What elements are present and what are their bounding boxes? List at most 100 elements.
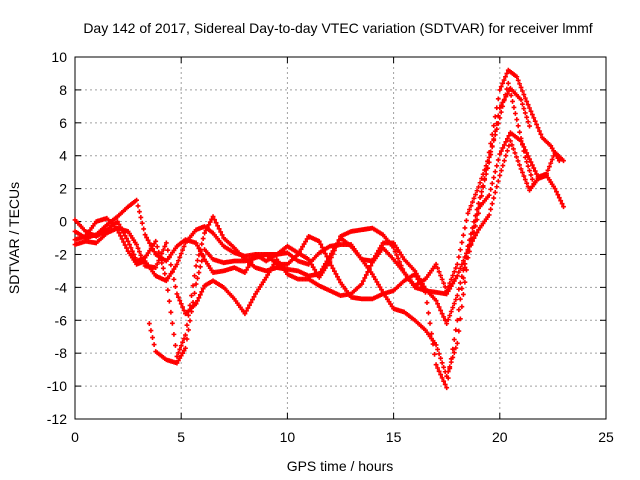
data-point: [462, 225, 468, 231]
data-point: [181, 336, 187, 342]
data-point: [459, 240, 465, 245]
data-point: [457, 296, 463, 302]
data-point: [127, 242, 132, 247]
data-point: [134, 197, 139, 203]
data-point: [488, 206, 494, 212]
data-point: [421, 287, 427, 293]
data-point: [532, 168, 538, 174]
data-point: [181, 348, 187, 354]
data-point: [200, 252, 206, 258]
series-day-3: [72, 138, 566, 317]
data-point: [144, 235, 150, 240]
data-point: [193, 263, 199, 269]
data-point: [154, 261, 160, 267]
data-point: [118, 233, 123, 239]
data-point: [193, 240, 199, 246]
data-point: [525, 184, 531, 190]
data-point: [456, 328, 462, 334]
data-point: [327, 253, 333, 259]
data-point: [166, 255, 172, 260]
data-point: [470, 236, 475, 242]
data-point: [545, 167, 551, 173]
data-point: [168, 262, 174, 268]
data-point: [163, 240, 169, 246]
data-point: [524, 114, 530, 120]
data-point: [195, 258, 200, 263]
data-point: [503, 94, 509, 100]
data-point: [134, 242, 139, 247]
data-point: [196, 270, 202, 275]
data-point: [509, 142, 515, 148]
y-tick-label: -2: [55, 246, 68, 262]
data-point: [200, 236, 206, 241]
data-point: [312, 267, 318, 273]
data-point: [321, 248, 327, 253]
x-tick-label: 5: [177, 429, 185, 445]
data-point: [426, 310, 431, 316]
data-point: [193, 281, 199, 287]
data-point: [467, 207, 472, 212]
data-point: [521, 173, 527, 179]
data-point: [174, 354, 180, 359]
data-point: [336, 277, 342, 283]
data-point: [492, 114, 498, 120]
data-point: [335, 274, 340, 280]
x-axis-label: GPS time / hours: [287, 458, 394, 474]
series-day-4: [146, 85, 532, 391]
x-tick-label: 15: [386, 429, 402, 445]
data-point: [462, 279, 468, 285]
data-point: [166, 298, 172, 304]
data-point: [438, 372, 444, 377]
data-point: [147, 240, 153, 246]
data-point: [376, 282, 381, 287]
data-point: [525, 153, 531, 159]
data-point: [424, 300, 430, 306]
data-point: [177, 346, 183, 352]
data-point: [195, 275, 200, 281]
data-point: [552, 186, 558, 192]
data-point: [371, 274, 377, 280]
data-point: [175, 294, 181, 300]
data-point: [394, 252, 400, 258]
data-point: [444, 291, 450, 297]
data-points: [72, 67, 566, 391]
x-tick-label: 0: [71, 429, 79, 445]
data-point: [453, 297, 459, 302]
data-point: [524, 180, 530, 186]
data-point: [504, 71, 510, 76]
data-point: [501, 77, 507, 83]
data-point: [518, 85, 524, 90]
data-point: [372, 276, 378, 282]
data-point: [537, 128, 542, 134]
data-point: [415, 276, 421, 282]
data-point: [319, 245, 325, 250]
data-point: [522, 147, 528, 153]
data-point: [173, 284, 178, 290]
data-point: [141, 226, 147, 232]
data-point: [436, 368, 442, 374]
data-point: [197, 292, 203, 298]
data-point: [186, 312, 191, 318]
data-point: [263, 275, 269, 280]
data-point: [244, 267, 249, 273]
data-point: [462, 264, 468, 270]
data-point: [549, 145, 555, 151]
data-point: [512, 111, 518, 116]
data-point: [433, 261, 439, 267]
data-point: [514, 74, 520, 80]
data-point: [327, 260, 333, 266]
data-point: [304, 236, 310, 242]
data-point: [325, 256, 331, 262]
data-point: [156, 249, 162, 255]
data-point: [377, 284, 383, 290]
data-point: [457, 316, 463, 322]
data-point: [529, 176, 535, 182]
data-point: [135, 203, 141, 209]
data-point: [453, 276, 459, 281]
data-point: [445, 288, 451, 294]
data-point: [204, 225, 210, 230]
data-point: [175, 350, 181, 356]
data-point: [441, 364, 447, 370]
data-point: [515, 77, 521, 83]
data-point: [324, 258, 330, 264]
